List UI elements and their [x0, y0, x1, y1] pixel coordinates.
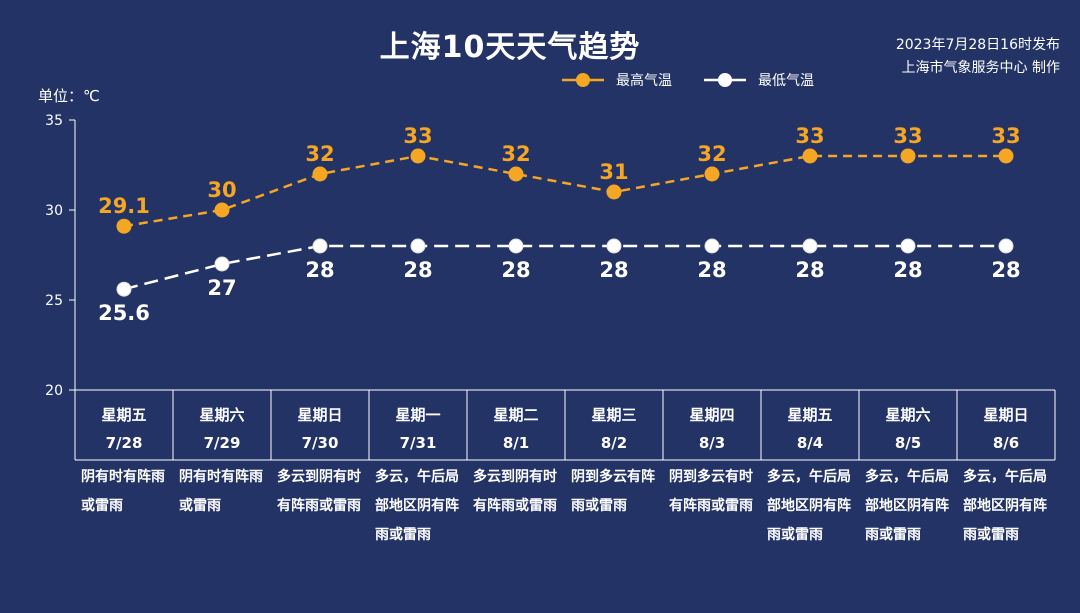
low-temp-label: 28: [991, 258, 1020, 282]
high-temp-point: [998, 148, 1014, 164]
weather-description: 多云，午后局部地区阴有阵雨或雷雨: [865, 469, 949, 543]
date-label: 8/3: [698, 434, 726, 452]
weekday-label: 星期日: [983, 406, 1029, 424]
weather-description: 多云到阴有时有阵雨或雷雨: [277, 469, 361, 514]
date-label: 8/6: [992, 434, 1020, 452]
day-header: 星期一 7/31: [369, 401, 467, 457]
high-temp-point: [116, 218, 132, 234]
weekday-label: 星期日: [297, 406, 343, 424]
legend-high: 最高气温: [560, 70, 672, 90]
date-label: 8/5: [894, 434, 922, 452]
legend-high-label: 最高气温: [616, 73, 672, 89]
legend-high-marker: [562, 73, 604, 87]
weather-description: 多云到阴有时有阵雨或雷雨: [473, 469, 557, 514]
date-label: 7/29: [203, 434, 241, 452]
weekday-label: 星期六: [199, 406, 245, 424]
day-header: 星期五 8/4: [761, 401, 859, 457]
high-temp-label: 32: [305, 142, 334, 166]
weather-description: 多云，午后局部地区阴有阵雨或雷雨: [963, 469, 1047, 543]
high-temp-line: [123, 154, 1006, 228]
low-temp-point: [606, 238, 622, 254]
high-temp-label: 31: [599, 160, 628, 184]
high-temp-label: 32: [501, 142, 530, 166]
low-temp-label: 28: [697, 258, 726, 282]
legend-low-label: 最低气温: [758, 73, 814, 89]
weekday-label: 星期一: [395, 406, 441, 424]
low-temp-point: [802, 238, 818, 254]
publish-time: 2023年7月28日16时发布: [895, 37, 1060, 53]
low-temp-label: 28: [795, 258, 824, 282]
weather-description: 阴有时有阵雨或雷雨: [81, 469, 165, 514]
day-header: 星期日 8/6: [957, 401, 1055, 457]
weekday-label: 星期三: [591, 406, 637, 424]
legend-low-marker: [704, 73, 746, 87]
weekday-label: 星期六: [885, 406, 931, 424]
high-temp-point: [508, 166, 524, 182]
publisher: 上海市气象服务中心 制作: [901, 60, 1060, 76]
date-label: 7/30: [301, 434, 339, 452]
y-tick-label: 25: [45, 293, 63, 309]
high-temp-label: 32: [697, 142, 726, 166]
high-temp-point: [606, 184, 622, 200]
low-temp-point: [410, 238, 426, 254]
low-temp-point: [214, 256, 230, 272]
weekday-label: 星期五: [101, 406, 147, 424]
date-label: 7/31: [399, 434, 437, 452]
low-temp-label: 28: [599, 258, 628, 282]
weather-description: 阴有时有阵雨或雷雨: [179, 469, 263, 514]
publish-info: 2023年7月28日16时发布 上海市气象服务中心 制作: [896, 34, 1060, 80]
date-label: 7/28: [105, 434, 143, 452]
weather-description: 多云，午后局部地区阴有阵雨或雷雨: [767, 469, 851, 543]
high-temp-label: 33: [403, 124, 432, 148]
low-temp-line: [123, 244, 1006, 291]
legend: 最高气温 最低气温: [560, 70, 844, 90]
high-temp-point: [312, 166, 328, 182]
low-temp-point: [704, 238, 720, 254]
low-temp-label: 25.6: [98, 301, 150, 325]
day-header: 星期六 8/5: [859, 401, 957, 457]
day-header: 星期五 7/28: [75, 401, 173, 457]
date-label: 8/4: [796, 434, 824, 452]
y-tick-label: 30: [45, 203, 63, 219]
high-temp-label: 33: [795, 124, 824, 148]
low-temp-label: 28: [501, 258, 530, 282]
y-tick-label: 20: [45, 383, 63, 399]
weekday-label: 星期五: [787, 406, 833, 424]
weekday-label: 星期四: [689, 406, 735, 424]
day-header: 星期三 8/2: [565, 401, 663, 457]
high-temp-point: [214, 202, 230, 218]
date-label: 8/1: [502, 434, 530, 452]
legend-low: 最低气温: [702, 70, 814, 90]
weather-description: 阴到多云有阵雨或雷雨: [571, 469, 655, 514]
high-temp-label: 33: [991, 124, 1020, 148]
weather-description: 阴到多云有时有阵雨或雷雨: [669, 469, 753, 514]
high-temp-point: [802, 148, 818, 164]
high-temp-label: 33: [893, 124, 922, 148]
low-temp-point: [312, 238, 328, 254]
unit-label: 单位：℃: [38, 87, 100, 105]
day-header: 星期日 7/30: [271, 401, 369, 457]
date-label: 8/2: [600, 434, 628, 452]
chart-title: 上海10天天气趋势: [379, 30, 641, 65]
low-temp-point: [508, 238, 524, 254]
high-temp-point: [410, 148, 426, 164]
low-temp-label: 28: [403, 258, 432, 282]
low-temp-point: [900, 238, 916, 254]
weather-description: 多云，午后局部地区阴有阵雨或雷雨: [375, 469, 459, 543]
high-temp-point: [900, 148, 916, 164]
high-temp-label: 30: [207, 178, 236, 202]
high-temp-label: 29.1: [98, 194, 150, 218]
low-temp-label: 28: [305, 258, 334, 282]
y-tick-label: 35: [45, 113, 63, 129]
day-header: 星期二 8/1: [467, 401, 565, 457]
high-temp-point: [704, 166, 720, 182]
day-header: 星期四 8/3: [663, 401, 761, 457]
low-temp-label: 27: [207, 276, 236, 300]
weekday-label: 星期二: [493, 406, 539, 424]
low-temp-label: 28: [893, 258, 922, 282]
day-header: 星期六 7/29: [173, 401, 271, 457]
low-temp-point: [998, 238, 1014, 254]
low-temp-point: [116, 281, 132, 297]
